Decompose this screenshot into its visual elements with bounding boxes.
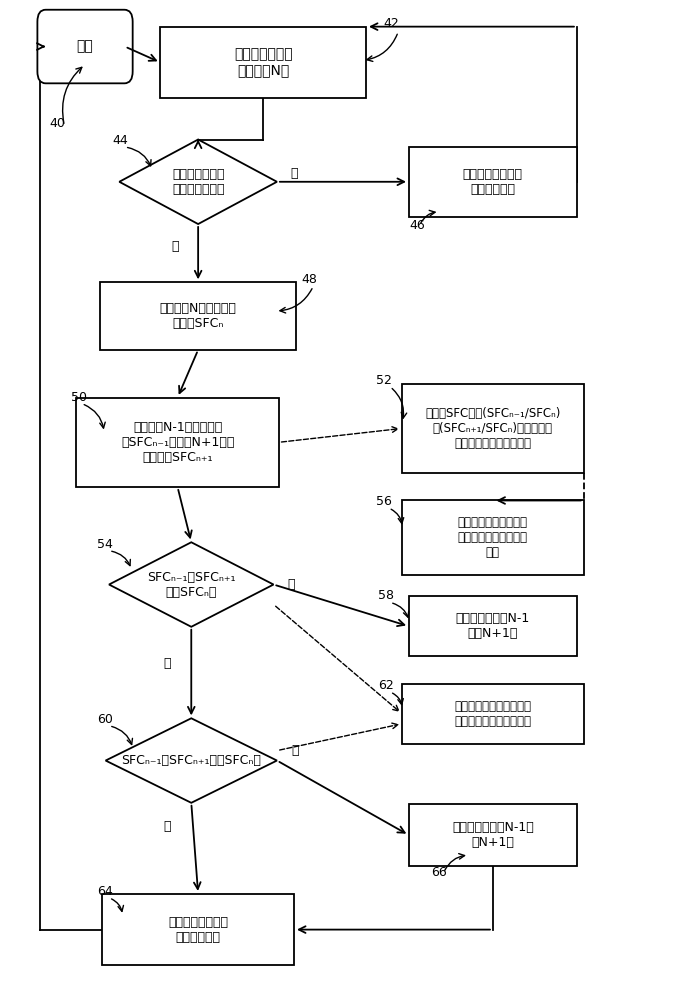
FancyBboxPatch shape xyxy=(409,804,577,866)
Text: 对每个滑动时间窗阵列
求和；与强制换挡阈値
比较: 对每个滑动时间窗阵列 求和；与强制换挡阈値 比较 xyxy=(458,516,528,559)
Text: 否: 否 xyxy=(164,820,171,833)
Polygon shape xyxy=(109,542,274,627)
Text: SFCₙ₋₁或SFCₙ₊₁
小于SFCₙ？: SFCₙ₋₁或SFCₙ₊₁ 小于SFCₙ？ xyxy=(147,571,236,599)
Text: 46: 46 xyxy=(409,219,425,232)
Text: 分别命令换挡至N-1
挡或N+1挡: 分别命令换挡至N-1 挡或N+1挡 xyxy=(456,612,530,640)
Text: 否: 否 xyxy=(290,167,298,180)
Text: 40: 40 xyxy=(49,117,65,130)
Polygon shape xyxy=(120,140,277,224)
FancyBboxPatch shape xyxy=(402,384,584,473)
FancyBboxPatch shape xyxy=(160,27,366,98)
Text: 60: 60 xyxy=(97,713,113,726)
FancyBboxPatch shape xyxy=(102,894,294,965)
Text: 分别禁止换挡至N-1挡
或N+1挡: 分别禁止换挡至N-1挡 或N+1挡 xyxy=(452,821,533,849)
Text: 是: 是 xyxy=(287,578,294,591)
Text: 42: 42 xyxy=(384,17,399,30)
Text: 56: 56 xyxy=(377,495,392,508)
FancyBboxPatch shape xyxy=(409,596,577,656)
Text: 54: 54 xyxy=(97,538,113,551)
FancyBboxPatch shape xyxy=(100,282,296,350)
Text: 发动机运转，变
速器处于N档: 发动机运转，变 速器处于N档 xyxy=(234,47,292,78)
Text: 64: 64 xyxy=(97,885,113,898)
Text: 62: 62 xyxy=(379,679,394,692)
Text: 是: 是 xyxy=(292,744,299,757)
Text: 52: 52 xyxy=(377,374,392,387)
FancyBboxPatch shape xyxy=(409,147,577,217)
Text: 对每个滑动时间窗阵列求
和；与禁止换挡阈値比较: 对每个滑动时间窗阵列求 和；与禁止换挡阈値比较 xyxy=(455,700,531,728)
FancyBboxPatch shape xyxy=(37,10,133,83)
Text: 根据默认的换挡计
划控制变速器: 根据默认的换挡计 划控制变速器 xyxy=(168,916,228,944)
Text: 是: 是 xyxy=(171,240,178,253)
Text: 监测针对N挡下的当前
操作的SFCₙ: 监测针对N挡下的当前 操作的SFCₙ xyxy=(160,302,236,330)
Text: SFCₙ₋₁或SFCₙ₊₁大于SFCₙ？: SFCₙ₋₁或SFCₙ₊₁大于SFCₙ？ xyxy=(122,754,261,767)
Text: 根据默认的换挡计
划控制变速器: 根据默认的换挡计 划控制变速器 xyxy=(463,168,523,196)
Text: 发动机速度在可
允许的范围内？: 发动机速度在可 允许的范围内？ xyxy=(172,168,225,196)
Text: 否: 否 xyxy=(164,657,171,670)
FancyBboxPatch shape xyxy=(77,398,278,487)
Text: 58: 58 xyxy=(378,589,394,602)
FancyBboxPatch shape xyxy=(402,500,584,575)
Text: 48: 48 xyxy=(301,273,316,286)
Text: 计算针对N-1挡下的操作
的SFCₙ₋₁和针对N+1挡下
的操作的SFCₙ₊₁: 计算针对N-1挡下的操作 的SFCₙ₋₁和针对N+1挡下 的操作的SFCₙ₊₁ xyxy=(121,421,234,464)
Text: 50: 50 xyxy=(71,391,87,404)
FancyBboxPatch shape xyxy=(402,684,584,744)
Polygon shape xyxy=(106,718,277,803)
Text: 66: 66 xyxy=(431,866,447,879)
Text: 开始: 开始 xyxy=(77,40,93,54)
Text: 将针对SFC比率(SFCₙ₋₁/SFCₙ)
和(SFCₙ₊₁/SFCₙ)的加权因子
存储在滑动时间窗阵列中: 将针对SFC比率(SFCₙ₋₁/SFCₙ) 和(SFCₙ₊₁/SFCₙ)的加权因… xyxy=(425,407,560,450)
Text: 44: 44 xyxy=(113,134,129,147)
